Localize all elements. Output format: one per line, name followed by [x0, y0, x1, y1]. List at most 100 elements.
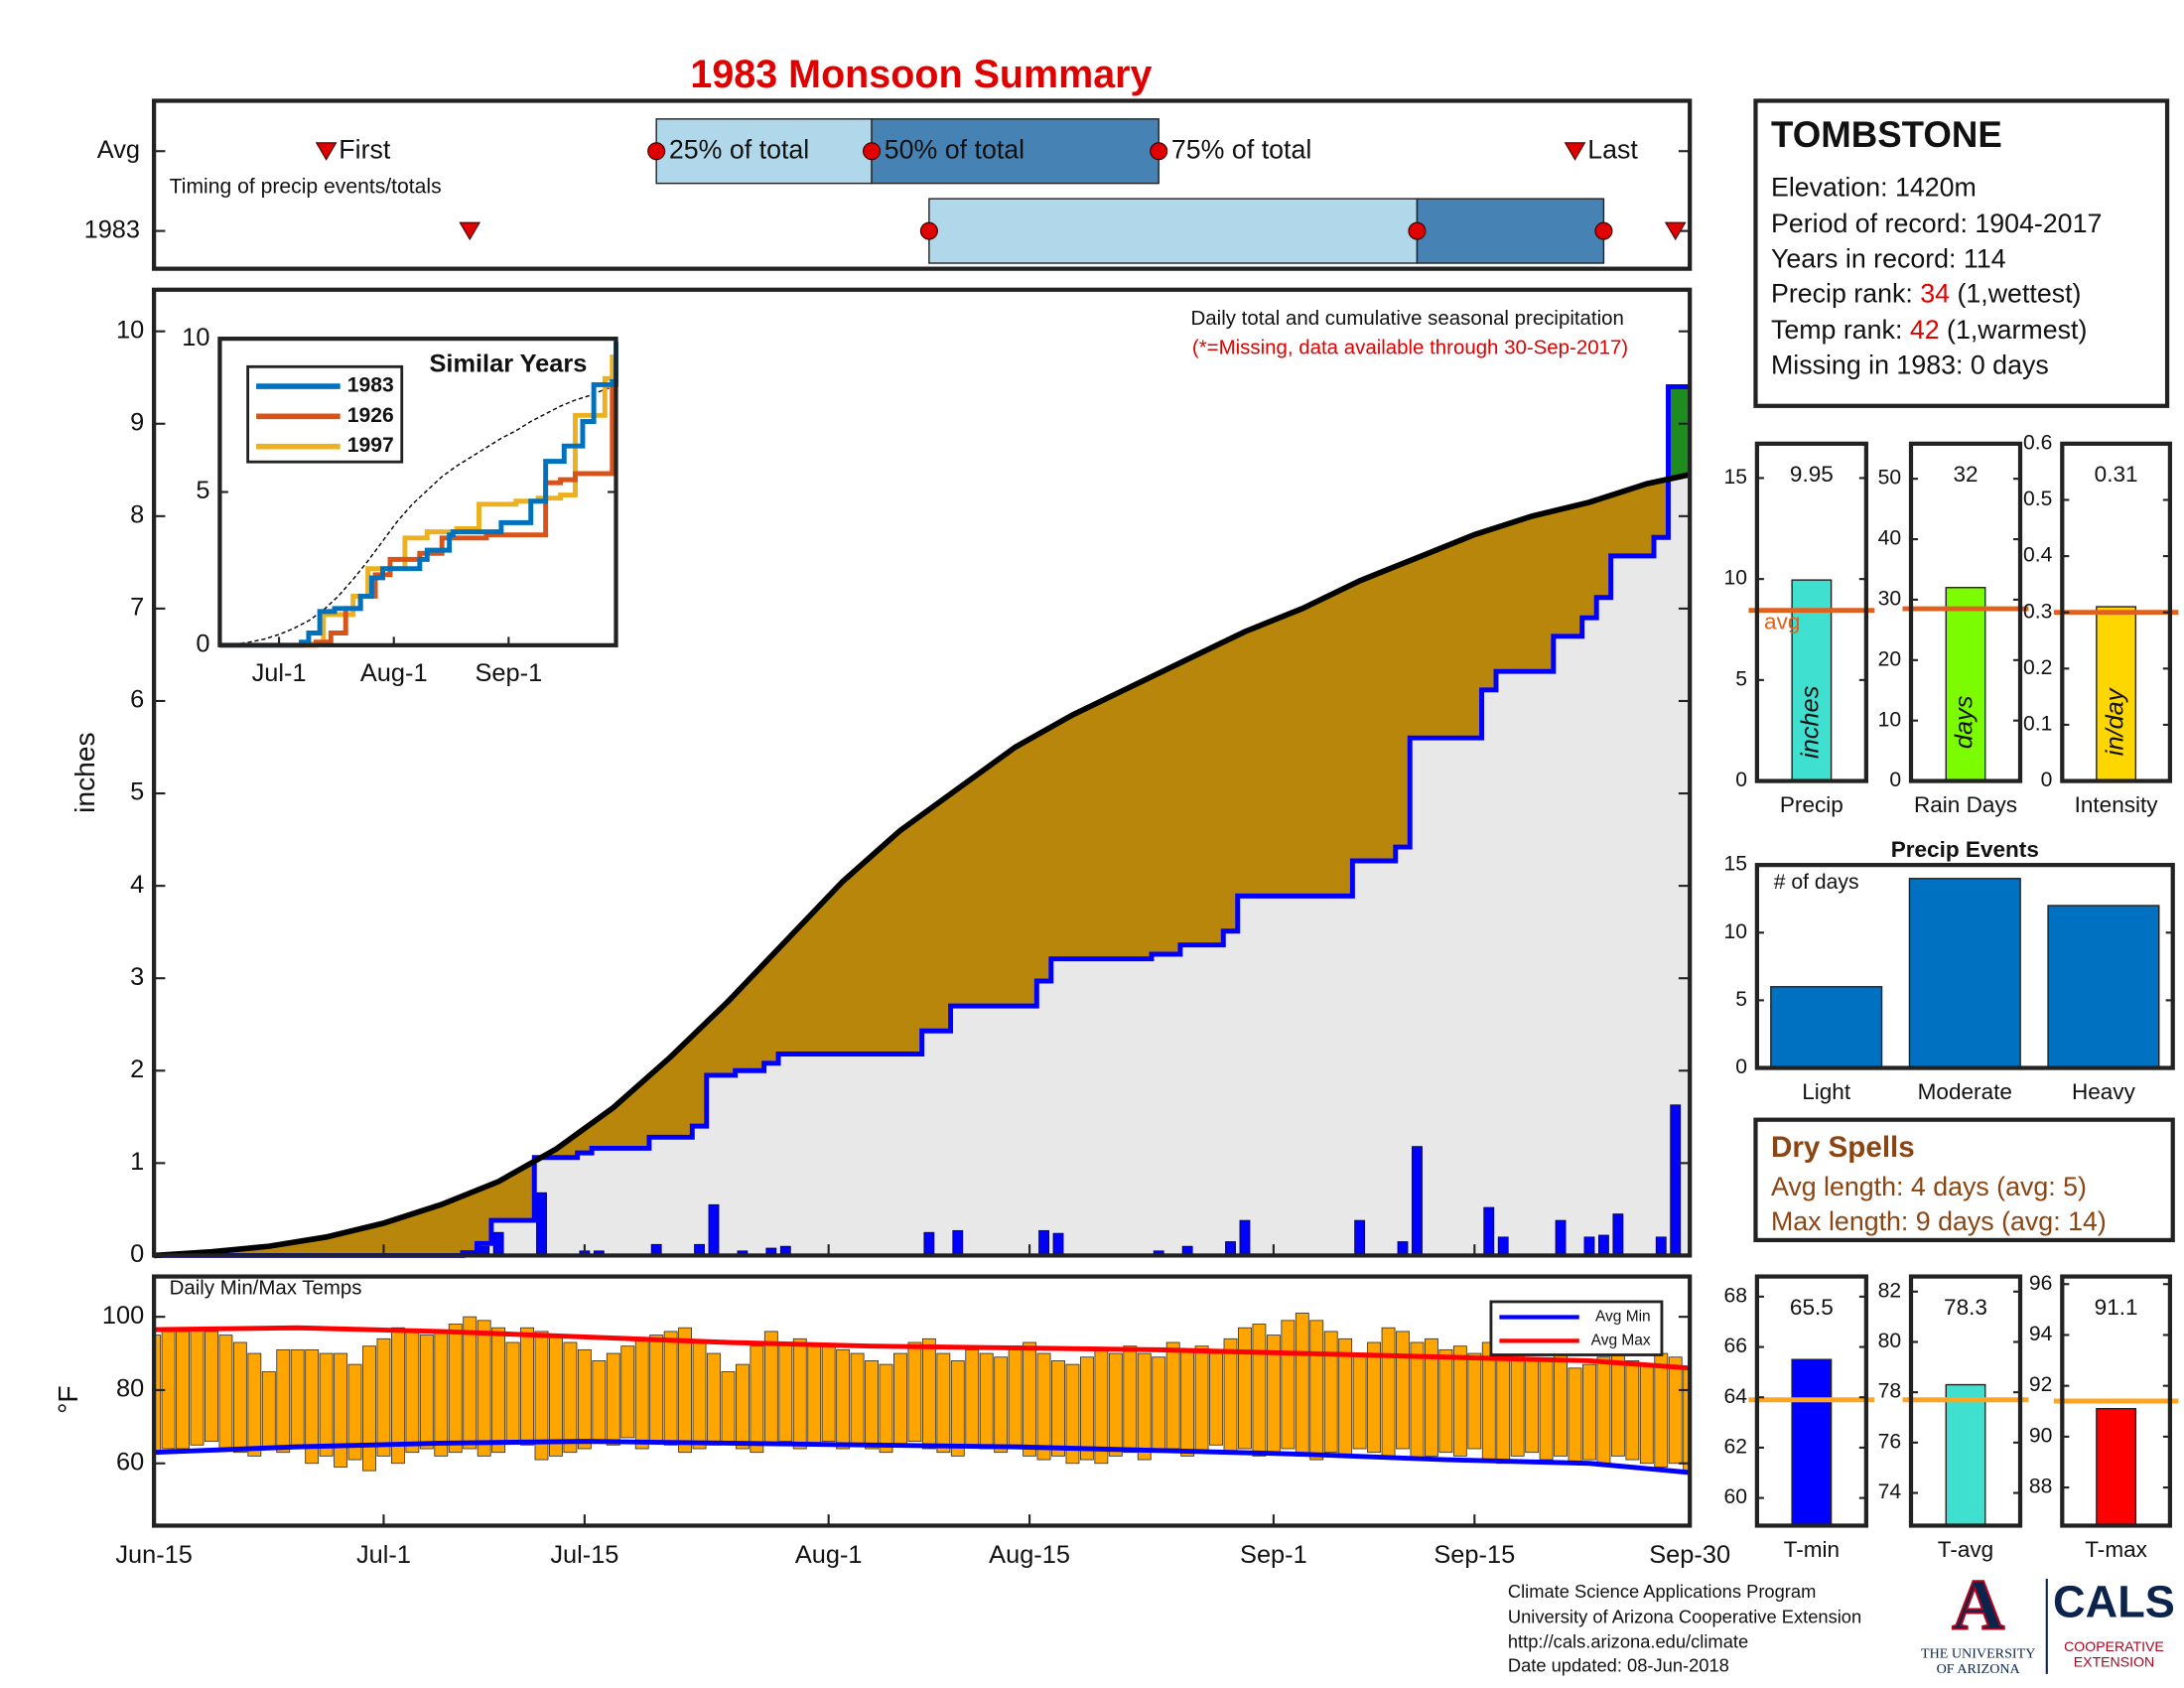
temp-range-bar	[232, 1341, 247, 1454]
temp-range-bar	[950, 1360, 965, 1457]
temp-range-bar	[1438, 1348, 1453, 1454]
y-tick-label: 7	[130, 594, 144, 622]
average-line	[153, 472, 1691, 1259]
temp-range-bar	[692, 1341, 707, 1450]
temp-range-bar	[319, 1352, 334, 1457]
station-line: Years in record: 114	[1771, 243, 2006, 273]
temp-range-bar	[176, 1331, 190, 1450]
timing-frame	[152, 98, 1693, 271]
temp-range-bar	[1668, 1356, 1683, 1465]
temp-range-bar	[549, 1335, 563, 1457]
temp-range-bar	[1639, 1363, 1654, 1465]
rank-suffix: (1,warmest)	[1940, 315, 2088, 345]
y-tick-label: 64	[1723, 1385, 1747, 1408]
daily-bar	[1612, 1213, 1624, 1256]
row-label: Avg	[97, 136, 140, 164]
temp-range-bar	[1152, 1356, 1166, 1454]
y-tick-label: 10	[1878, 708, 1902, 731]
temp-range-bar	[1036, 1352, 1051, 1461]
temp-range-bar	[620, 1345, 635, 1439]
y-tick-label: 30	[1878, 588, 1902, 611]
temp-range-bar	[1525, 1360, 1540, 1454]
y-tick-label: 15	[1723, 853, 1747, 876]
x-tick-label: Jun-15	[115, 1541, 193, 1569]
temp-range-bar	[1467, 1352, 1482, 1450]
y-tick-label: 80	[1878, 1330, 1902, 1352]
temp-range-bar	[1309, 1320, 1324, 1461]
temp-range-bar	[1223, 1337, 1238, 1454]
bar	[1908, 878, 2021, 1069]
y-tick-label: 76	[1878, 1430, 1902, 1453]
station-line: Elevation: 1420m	[1771, 172, 1977, 202]
temp-range-bar	[1554, 1352, 1568, 1457]
y-tick-label: 1	[130, 1148, 144, 1176]
footer-line: Date updated: 08-Jun-2018	[1508, 1655, 1729, 1676]
temp-range-bar	[893, 1352, 907, 1446]
temp-range-bar	[534, 1331, 549, 1461]
y-tick-label: 0.4	[2023, 544, 2053, 567]
temp-range-bar	[821, 1345, 836, 1443]
rank-suffix: (1,wettest)	[1950, 279, 2081, 309]
temp-range-bar	[649, 1335, 664, 1443]
temp-range-bar	[434, 1331, 449, 1457]
station-box	[1753, 98, 2170, 408]
y-tick-label: 82	[1878, 1279, 1902, 1302]
temp-range-bar	[792, 1337, 807, 1450]
temp-range-bar	[1165, 1341, 1180, 1450]
temp-range-bar	[1209, 1352, 1223, 1446]
x-tick-label: Sep-30	[1649, 1541, 1730, 1569]
y-tick-label: 90	[2029, 1424, 2053, 1447]
daily-bar	[492, 1231, 504, 1256]
station-name: TOMBSTONE	[1771, 114, 2002, 155]
rank-prefix: Precip rank:	[1771, 279, 1920, 309]
total-marker	[863, 142, 882, 161]
cals-sub: COOPERATIVE	[2064, 1638, 2164, 1654]
temp-range-bar	[1625, 1360, 1640, 1461]
temp-range-bar	[1610, 1348, 1625, 1457]
y-tick-label: 74	[1878, 1480, 1902, 1503]
temp-range-bar	[735, 1363, 750, 1450]
temp-range-bar	[979, 1352, 994, 1450]
x-tick-label: Light	[1802, 1079, 1851, 1104]
temp-frame	[152, 1274, 1693, 1528]
y-tick-label: 92	[2029, 1373, 2053, 1396]
temp-range-bar	[763, 1331, 778, 1446]
temp-range-bar	[1568, 1367, 1582, 1465]
temp-range-bar	[807, 1345, 822, 1446]
legend-box	[1489, 1300, 1664, 1356]
marker-label: 25% of total	[669, 134, 809, 164]
stat-frame	[1908, 441, 2023, 783]
y-tick-label: 2	[130, 1055, 144, 1083]
temp-range-bar	[218, 1335, 233, 1450]
x-tick-label: Aug-1	[360, 659, 428, 687]
note: (*=Missing, data available through 30-Se…	[1192, 336, 1628, 358]
temp-range-bar	[1137, 1352, 1152, 1461]
temp-range-bar	[750, 1345, 764, 1454]
daily-bar	[1239, 1219, 1251, 1256]
y-tick-label: 100	[102, 1302, 144, 1330]
temp-range-bar	[721, 1371, 736, 1443]
y-tick-label: 5	[196, 477, 209, 504]
event-marker	[459, 221, 481, 241]
legend-label: 1983	[347, 374, 394, 397]
temp-range-bar	[1281, 1320, 1296, 1450]
dry-spells-line: Max length: 9 days (avg: 14)	[1771, 1206, 2107, 1236]
value-label: 0.31	[2095, 462, 2138, 487]
legend-label: Avg Max	[1591, 1333, 1651, 1349]
event-marker	[1564, 142, 1586, 161]
ua-name: THE UNIVERSITY	[1921, 1645, 2035, 1661]
daily-bar	[1483, 1206, 1495, 1256]
temp-range-bar	[205, 1331, 218, 1443]
rank-value: 42	[1910, 315, 1940, 345]
y-tick-label: 0	[2041, 769, 2053, 791]
y-tick-label: 40	[1878, 527, 1902, 550]
y-tick-label: 4	[130, 871, 144, 899]
temp-range-bar	[1539, 1360, 1554, 1461]
y-tick-label: 0	[130, 1240, 144, 1268]
temp-range-bar	[1238, 1327, 1252, 1450]
temp-range-bar	[1094, 1348, 1109, 1465]
y-axis-label: °F	[52, 1385, 83, 1413]
cals-sub: EXTENSION	[2074, 1653, 2154, 1669]
temp-range-bar	[563, 1341, 578, 1454]
marker-label: First	[339, 134, 391, 164]
